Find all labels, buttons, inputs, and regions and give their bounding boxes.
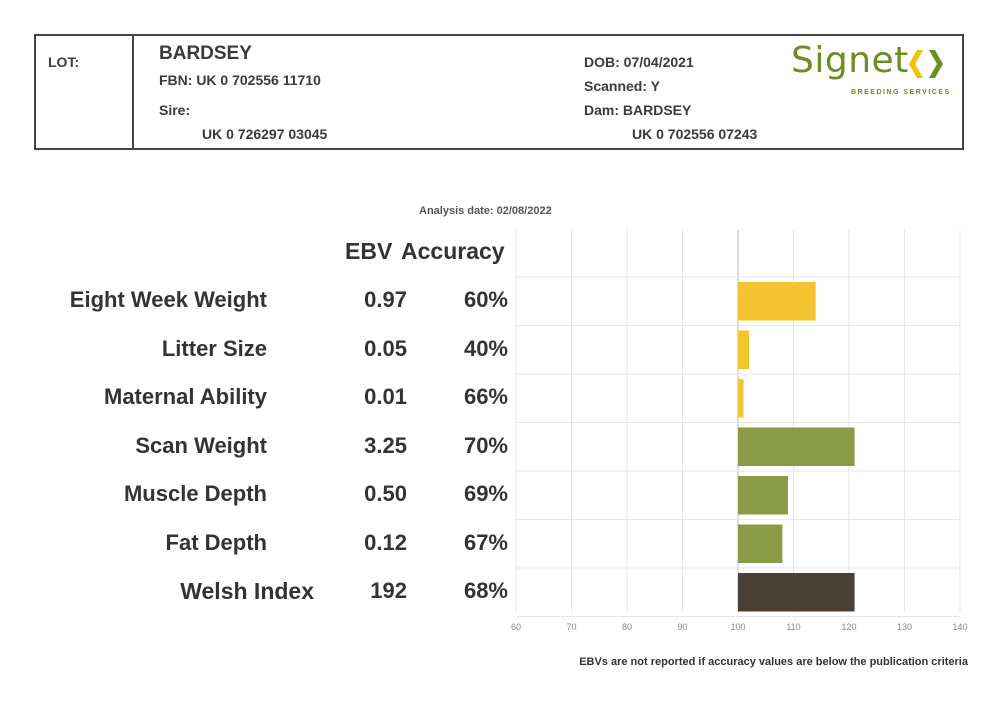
trait-ebv: 0.97: [364, 287, 407, 312]
trait-label: Maternal Ability: [104, 384, 267, 409]
animal-name: BARDSEY: [159, 43, 252, 64]
accuracy-column-header: Accuracy: [401, 238, 505, 264]
animal-header: LOT: BARDSEY FBN: UK 0 702556 11710 Sire…: [34, 34, 964, 150]
trait-accuracy: 69%: [463, 481, 508, 506]
trait-ebv: 0.50: [364, 481, 407, 506]
bar-muscle-depth: [738, 476, 788, 515]
bar-eight-week-weight: [738, 282, 816, 321]
signet-logo: Signet BREEDING SERVICES: [791, 40, 951, 100]
trait-label: Fat Depth: [165, 529, 267, 555]
trait-label: Litter Size: [161, 335, 267, 361]
dam-name: Dam: BARDSEY: [584, 102, 692, 118]
x-tick-label: 60: [511, 622, 521, 632]
x-tick-label: 120: [841, 622, 856, 632]
x-tick-label: 140: [952, 622, 967, 632]
lot-label: LOT:: [48, 54, 80, 70]
trait-accuracy: 67%: [463, 529, 508, 555]
trait-ebv: 3.25: [364, 432, 407, 458]
bar-fat-depth: [738, 524, 783, 563]
trait-ebv: 192: [370, 578, 407, 603]
sire-label: Sire:: [159, 102, 191, 118]
ebv-column-header: EBV: [345, 238, 393, 264]
bar-litter-size: [738, 330, 750, 369]
trait-label: Scan Weight: [135, 432, 267, 458]
bar-welsh-index: [738, 573, 855, 612]
trait-label: Eight Week Weight: [69, 287, 267, 312]
x-tick-label: 90: [677, 622, 687, 632]
x-tick-label: 70: [566, 622, 576, 632]
trait-accuracy: 66%: [463, 384, 508, 409]
analysis-date: Analysis date: 02/08/2022: [419, 205, 552, 217]
x-tick-label: 110: [786, 622, 800, 632]
trait-label: Muscle Depth: [123, 481, 267, 506]
x-tick-label: 80: [622, 622, 632, 632]
scanned-status: Scanned: Y: [584, 78, 660, 94]
trait-ebv: 0.01: [364, 384, 407, 409]
flock-book-number: FBN: UK 0 702556 11710: [159, 72, 321, 88]
trait-label: Welsh Index: [180, 578, 314, 604]
trait-ebv: 0.12: [364, 529, 407, 555]
bar-maternal-ability: [738, 379, 744, 418]
logo-wordmark: Signet: [791, 40, 909, 81]
footnote: EBVs are not reported if accuracy values…: [579, 656, 968, 668]
bar-scan-weight: [738, 427, 855, 466]
trait-accuracy: 60%: [463, 287, 508, 312]
logo-subtitle: BREEDING SERVICES: [851, 89, 951, 96]
date-of-birth: DOB: 07/04/2021: [584, 54, 694, 70]
trait-ebv: 0.05: [364, 335, 407, 361]
dam-id: UK 0 702556 07243: [632, 126, 758, 142]
x-tick-label: 130: [897, 622, 912, 632]
trait-accuracy: 70%: [463, 432, 508, 458]
sire-id: UK 0 726297 03045: [202, 126, 328, 142]
x-tick-label: 100: [730, 622, 745, 632]
logo-chevrons-icon: [909, 50, 943, 78]
trait-accuracy: 68%: [463, 578, 508, 603]
ebv-bar-chart: 60 70 80 90 100 110 120 130 140: [511, 230, 968, 632]
header-divider: [132, 36, 134, 148]
trait-accuracy: 40%: [463, 335, 508, 361]
